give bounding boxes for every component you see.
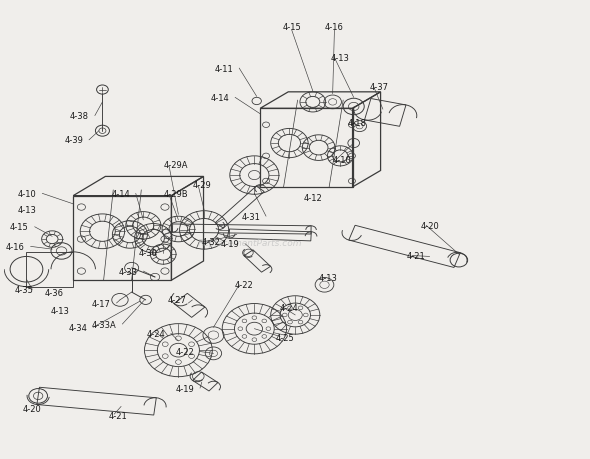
- Text: 4-15: 4-15: [10, 223, 29, 232]
- Text: 4-22: 4-22: [235, 280, 254, 290]
- Text: 4-19: 4-19: [175, 384, 194, 393]
- Text: 4-27: 4-27: [168, 296, 186, 305]
- Text: 4-39: 4-39: [64, 136, 83, 145]
- Text: 4-19: 4-19: [221, 240, 239, 249]
- Text: 4-29B: 4-29B: [163, 190, 188, 198]
- Text: 4-15: 4-15: [283, 23, 301, 32]
- Text: 4-11: 4-11: [215, 64, 233, 73]
- Text: 4-13: 4-13: [330, 54, 349, 63]
- Text: 4-10: 4-10: [18, 190, 37, 198]
- Text: 4-24: 4-24: [146, 329, 165, 338]
- Text: 4-37: 4-37: [369, 83, 388, 92]
- Text: 4-21: 4-21: [109, 411, 127, 420]
- Text: 4-21: 4-21: [407, 252, 425, 260]
- Text: 4-16: 4-16: [6, 242, 25, 252]
- Text: ReplacementParts.com: ReplacementParts.com: [198, 239, 302, 248]
- Text: 4-35: 4-35: [15, 285, 34, 294]
- Text: 4-22: 4-22: [175, 347, 194, 356]
- Text: 4-36: 4-36: [45, 288, 64, 297]
- Text: 4-18: 4-18: [348, 119, 367, 128]
- Text: 4-20: 4-20: [420, 221, 439, 230]
- Text: 4-32: 4-32: [202, 238, 221, 247]
- Text: 4-13: 4-13: [51, 306, 70, 315]
- Text: 4-13: 4-13: [18, 206, 37, 215]
- Text: 4-24: 4-24: [280, 303, 299, 313]
- Text: 4-16: 4-16: [325, 23, 344, 32]
- Text: 4-29A: 4-29A: [163, 160, 188, 169]
- Text: 4-17: 4-17: [91, 299, 110, 308]
- Text: 4-10: 4-10: [333, 156, 352, 165]
- Text: 4-25: 4-25: [276, 334, 295, 342]
- Text: 4-38: 4-38: [70, 112, 89, 121]
- Text: 4-34: 4-34: [68, 323, 87, 332]
- Text: 4-14: 4-14: [211, 94, 230, 103]
- Text: 4-12: 4-12: [303, 194, 322, 203]
- Text: 4-33A: 4-33A: [91, 320, 116, 329]
- Text: 4-20: 4-20: [23, 404, 42, 413]
- Text: 4-14: 4-14: [111, 190, 130, 198]
- Text: 4-31: 4-31: [241, 212, 260, 221]
- Text: 4-13: 4-13: [319, 273, 337, 282]
- Text: 4-33: 4-33: [119, 267, 137, 276]
- Text: 4-29: 4-29: [192, 180, 211, 189]
- Text: 4-30: 4-30: [139, 249, 158, 257]
